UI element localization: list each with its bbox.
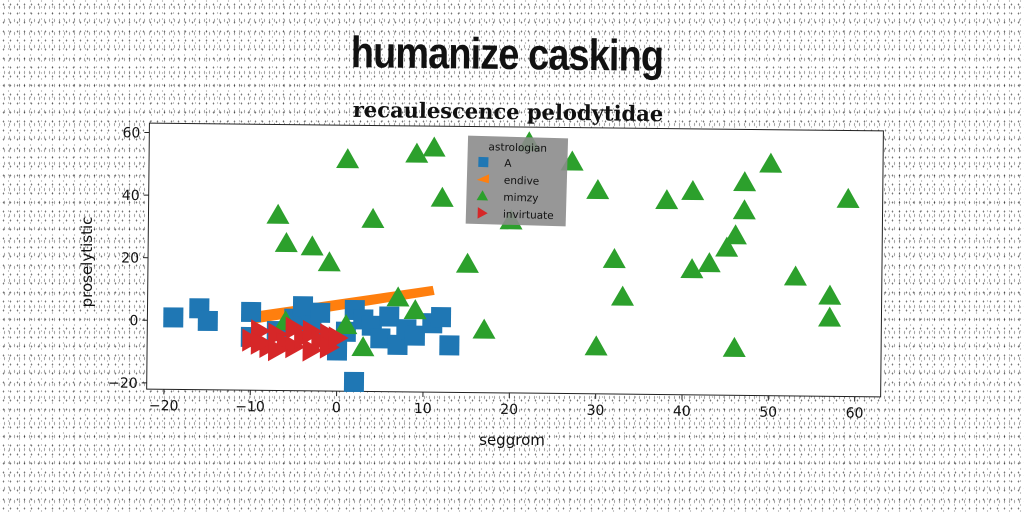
data-point-mimzy <box>697 252 721 273</box>
legend-marker-mimzy <box>476 190 489 201</box>
data-point-mimzy <box>733 171 757 192</box>
data-point-invirtuate <box>267 338 289 362</box>
data-point-mimzy <box>818 306 842 327</box>
legend-marker-a <box>478 156 489 168</box>
data-point-a <box>343 371 365 393</box>
data-point-invirtuate <box>250 331 271 355</box>
x-axis: −20 −10 0 10 20 30 40 50 60 <box>149 389 864 422</box>
data-point-a <box>439 335 460 356</box>
data-point-a <box>430 307 452 328</box>
data-point-a <box>387 334 408 355</box>
x-tick-label: 60 <box>846 405 864 421</box>
data-point-a <box>163 307 184 328</box>
data-point-mimzy <box>386 286 410 307</box>
legend-label-invirtuate: invirtuate <box>503 209 554 222</box>
data-point-mimzy <box>361 207 385 229</box>
data-point-mimzy <box>681 179 705 201</box>
x-axis-label: seggrom <box>479 431 545 449</box>
y-axis: −20 0 20 40 60 <box>108 125 150 392</box>
legend-box <box>465 135 569 227</box>
data-point-mimzy <box>783 265 807 286</box>
data-point-a <box>292 296 314 317</box>
plot-area: −20 −10 0 10 20 30 40 50 60 −20 0 20 40 60 astrologi… <box>108 122 884 422</box>
legend-title: astrologian <box>488 141 547 155</box>
data-point-mimzy <box>266 203 290 224</box>
data-point-mimzy <box>274 232 298 253</box>
data-point-mimzy <box>403 299 427 320</box>
data-point-mimzy <box>759 152 783 173</box>
data-point-mimzy <box>722 336 746 357</box>
x-tick-label: 0 <box>332 400 341 416</box>
data-point-mimzy <box>455 252 479 273</box>
legend-label-endive: endive <box>504 175 540 188</box>
data-point-mimzy <box>430 186 454 207</box>
x-tick-label: 20 <box>500 402 518 418</box>
data-point-mimzy <box>732 199 756 220</box>
data-point-invirtuate <box>328 326 349 350</box>
x-tick-label: 50 <box>759 405 777 421</box>
data-point-mimzy <box>472 318 496 339</box>
y-tick-label: 0 <box>129 313 138 329</box>
legend-marker-invirtuate <box>477 207 488 219</box>
data-point-a <box>404 325 426 346</box>
data-point-mimzy <box>586 178 610 200</box>
data-point-mimzy <box>602 247 626 269</box>
x-tick-label: 40 <box>673 404 691 420</box>
chart-subtitle: recaulescence pelodytidae <box>353 97 664 126</box>
data-point-a <box>370 328 391 349</box>
data-point-mimzy <box>422 136 446 157</box>
legend-label-a: A <box>504 158 512 170</box>
data-point-mimzy <box>836 187 860 208</box>
data-point-a <box>197 310 218 332</box>
x-tick-label: 30 <box>586 403 604 419</box>
data-point-mimzy <box>584 335 608 356</box>
data-point-mimzy <box>351 336 375 357</box>
y-axis-label: proselytistic <box>78 217 96 308</box>
data-point-mimzy <box>655 189 679 210</box>
legend-marker-endive <box>476 174 490 184</box>
data-point-mimzy <box>723 224 747 245</box>
data-point-mimzy <box>317 251 341 272</box>
data-point-mimzy <box>818 284 842 305</box>
data-marks <box>163 131 860 393</box>
x-tick-label: −10 <box>235 399 265 415</box>
data-point-a <box>310 302 331 323</box>
data-point-mimzy <box>405 142 429 163</box>
x-tick-label: 10 <box>414 401 432 417</box>
y-tick-label: −20 <box>108 375 138 391</box>
y-tick-label: 40 <box>122 188 140 204</box>
data-point-mimzy <box>336 148 360 169</box>
data-point-mimzy <box>680 258 704 279</box>
y-tick-label: 60 <box>122 125 140 141</box>
data-point-mimzy <box>611 285 635 306</box>
data-point-mimzy <box>300 235 324 256</box>
data-point-a <box>379 306 400 327</box>
legend-label-mimzy: mimzy <box>503 192 538 205</box>
data-point-a <box>240 301 262 323</box>
data-point-mimzy <box>334 314 358 335</box>
data-point-mimzy <box>715 236 739 257</box>
x-tick-label: −20 <box>149 398 179 414</box>
y-tick-label: 20 <box>121 250 139 266</box>
